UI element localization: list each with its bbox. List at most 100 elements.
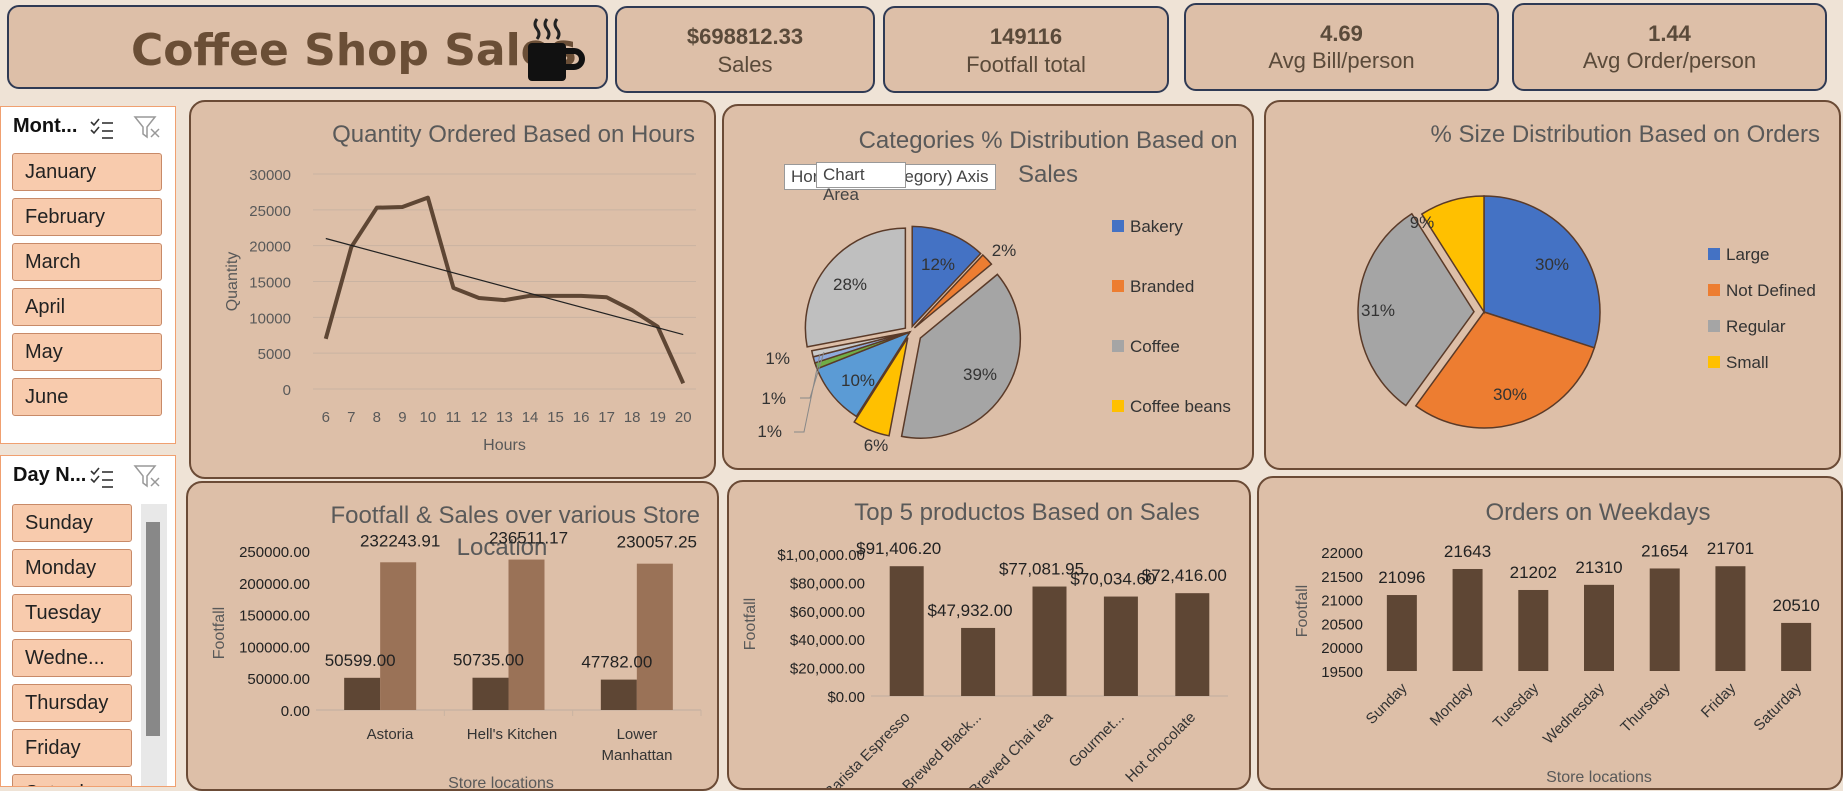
product-bar	[1175, 593, 1210, 696]
x-tick-label: 18	[624, 409, 641, 426]
product-data-label: $70,034.60	[1070, 570, 1155, 589]
slicer-item-wednesday[interactable]: Wedne...	[12, 639, 132, 677]
product-data-label: $47,932.00	[928, 601, 1013, 620]
slicer-item-may[interactable]: May	[12, 333, 162, 371]
slicer-item-february[interactable]: February	[12, 198, 162, 236]
x-tick-label: 20	[675, 409, 692, 426]
weekdays-chart-panel[interactable]: Orders on Weekdays 19500 20000 20500 21000 21…	[1257, 476, 1843, 790]
legend-label: Large	[1726, 245, 1769, 264]
clear-filter-icon[interactable]	[133, 464, 161, 490]
slicer-item-saturday[interactable]: Saturday	[12, 774, 132, 786]
y-tick-label: $80,000.00	[790, 575, 865, 592]
size-data-label: 30%	[1535, 255, 1569, 274]
x-tick-label: Hot chocolate	[1122, 709, 1199, 786]
legend-swatch	[1112, 340, 1124, 352]
chart-title-line1: Categories % Distribution Based on	[859, 127, 1238, 154]
store-bar-chart: Footfall & Sales over various Store Locat…	[211, 502, 702, 789]
chart-area-tooltip: Chart Area	[816, 162, 906, 204]
y-tick-label: 0.00	[281, 703, 310, 720]
y-axis-label: Footfall	[1294, 585, 1311, 637]
kpi-sales-value: $698812.33	[686, 24, 804, 49]
weekday-bar	[1584, 584, 1614, 671]
slicer-item-friday[interactable]: Friday	[12, 729, 132, 767]
footfall-data-label: 47782.00	[581, 653, 652, 672]
weekday-bar	[1781, 622, 1812, 671]
x-axis-label: Store locations	[448, 775, 554, 789]
products-bar-chart: Top 5 productos Based on Sales $0.00 $20,0…	[742, 499, 1228, 788]
store-chart-panel[interactable]: Footfall & Sales over various Store Locat…	[186, 481, 719, 791]
x-tick-label: Monday	[1427, 679, 1477, 729]
legend-label: Not Defined	[1726, 281, 1816, 300]
clear-filter-icon[interactable]	[133, 115, 161, 141]
x-tick-label: Sunday	[1363, 679, 1411, 727]
x-tick-label: 16	[573, 409, 590, 426]
leader-line	[794, 353, 821, 433]
kpi-sales-label: Sales	[717, 52, 773, 77]
chart-title: Quantity Ordered Based on Hours	[332, 121, 695, 148]
x-tick-label: Tuesday	[1490, 679, 1543, 732]
kpi-avg-order-card: 1.44 Avg Order/person	[1512, 3, 1827, 91]
chart-title-line2: Location	[457, 534, 548, 561]
slicer-item-sunday[interactable]: Sunday	[12, 504, 132, 542]
legend-swatch	[1112, 400, 1124, 412]
slicer-item-thursday[interactable]: Thursday	[12, 684, 132, 722]
y-tick-label: 20000	[249, 239, 291, 256]
category-slice	[911, 225, 982, 329]
weekday-data-label: 20510	[1773, 596, 1820, 615]
slicer-item-january[interactable]: January	[12, 153, 162, 191]
size-slice	[1357, 212, 1475, 407]
multi-select-icon[interactable]	[89, 466, 115, 490]
x-tick-label: 7	[347, 409, 355, 426]
category-slice	[853, 337, 909, 437]
legend-label: Regular	[1726, 317, 1786, 336]
slicer-item-april[interactable]: April	[12, 288, 162, 326]
chart-title: Orders on Weekdays	[1486, 499, 1711, 526]
y-tick-label: 19500	[1321, 664, 1363, 681]
product-bar	[1103, 596, 1138, 696]
legend-label: Small	[1726, 353, 1769, 372]
kpi-sales-card: $698812.33 Sales	[615, 6, 875, 93]
hours-chart-panel[interactable]: Quantity Ordered Based on Hours 0 5000 1000…	[189, 100, 716, 479]
x-tick-label: Astoria	[367, 726, 414, 743]
leader-line	[800, 351, 825, 399]
sales-data-label: 236511.17	[489, 529, 568, 548]
y-tick-label: 250000.00	[239, 544, 310, 561]
chart-title-line1: Footfall & Sales over various Store	[330, 502, 700, 529]
y-tick-label: $0.00	[827, 689, 865, 706]
x-tick-label: Barista Espresso	[821, 709, 913, 788]
y-tick-label: 0	[283, 382, 291, 399]
slicer-item-monday[interactable]: Monday	[12, 549, 132, 587]
product-bar	[889, 566, 924, 696]
slicer-scrollbar-thumb[interactable]	[146, 522, 160, 736]
coffee-cup-icon	[528, 18, 585, 81]
weekdays-bar-chart: Orders on Weekdays 19500 20000 20500 21000 21…	[1294, 499, 1820, 786]
size-slice	[1420, 195, 1485, 315]
day-slicer: Day N... Sunday Monday Tuesday Wedne... …	[0, 455, 176, 787]
slicer-item-june[interactable]: June	[12, 378, 162, 416]
product-data-label: $72,416.00	[1142, 566, 1227, 585]
chart-title: Top 5 productos Based on Sales	[854, 499, 1200, 526]
multi-select-icon[interactable]	[89, 117, 115, 141]
trend-line	[325, 237, 684, 336]
y-axis-label: Footfall	[742, 598, 759, 650]
slicer-item-march[interactable]: March	[12, 243, 162, 281]
size-slice	[1483, 195, 1601, 349]
chart-title: % Size Distribution Based on Orders	[1430, 121, 1820, 148]
category-data-label: 1%	[761, 389, 786, 408]
category-data-label: 12%	[921, 255, 955, 274]
kpi-avg-bill-card: 4.69 Avg Bill/person	[1184, 3, 1499, 91]
categories-chart-panel[interactable]: Categories % Distribution Based on Sales 1…	[722, 104, 1254, 470]
x-tick-label: 8	[373, 409, 381, 426]
slicer-scrollbar[interactable]	[141, 504, 167, 786]
products-chart-panel[interactable]: Top 5 productos Based on Sales $0.00 $20,0…	[727, 480, 1251, 790]
size-chart-panel[interactable]: % Size Distribution Based on Orders 30% 30…	[1264, 100, 1841, 470]
slicer-item-tuesday[interactable]: Tuesday	[12, 594, 132, 632]
footfall-bar	[600, 679, 637, 710]
category-data-label: 6%	[864, 436, 889, 455]
x-tick-label: Hell's Kitchen	[467, 726, 557, 743]
weekday-data-label: 21701	[1707, 539, 1754, 558]
size-pie-chart: % Size Distribution Based on Orders 30% 30…	[1357, 121, 1820, 429]
month-slicer-header: Mont...	[13, 115, 78, 137]
kpi-avg-order-value: 1.44	[1648, 21, 1691, 46]
kpi-footfall-label: Footfall total	[966, 52, 1086, 77]
